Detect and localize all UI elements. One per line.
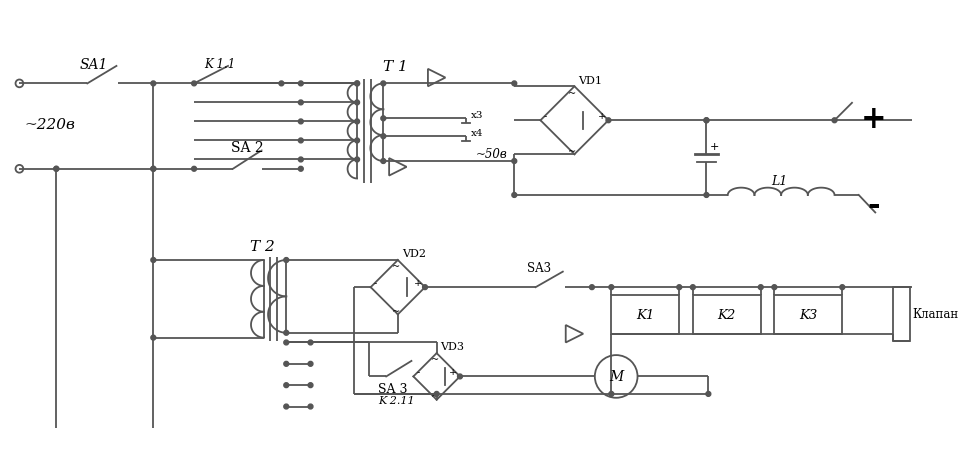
Circle shape [299, 120, 303, 125]
Circle shape [284, 362, 289, 366]
Circle shape [284, 258, 289, 263]
Circle shape [512, 159, 516, 164]
Circle shape [354, 82, 360, 86]
Circle shape [690, 285, 695, 290]
Text: ~50в: ~50в [475, 148, 507, 161]
Text: ~220в: ~220в [24, 118, 75, 132]
Circle shape [606, 119, 611, 123]
Circle shape [192, 82, 197, 86]
Circle shape [677, 285, 682, 290]
Circle shape [299, 158, 303, 162]
Text: SA1: SA1 [80, 58, 108, 72]
Circle shape [381, 116, 386, 121]
Circle shape [151, 335, 156, 340]
Circle shape [308, 404, 313, 409]
Circle shape [299, 101, 303, 106]
Circle shape [299, 139, 303, 144]
Text: -: - [417, 367, 420, 376]
Circle shape [279, 82, 284, 86]
Circle shape [772, 285, 777, 290]
Circle shape [422, 285, 427, 290]
Circle shape [704, 119, 708, 123]
Circle shape [308, 340, 313, 345]
Circle shape [151, 258, 156, 263]
Circle shape [354, 82, 360, 86]
Text: VD2: VD2 [401, 248, 425, 258]
Circle shape [589, 285, 594, 290]
Text: SA 2: SA 2 [231, 141, 264, 155]
Text: -: - [373, 278, 377, 287]
Circle shape [299, 82, 303, 86]
Circle shape [299, 167, 303, 172]
Circle shape [458, 374, 463, 379]
Text: Клапан: Клапан [912, 308, 958, 321]
Circle shape [609, 285, 613, 290]
Text: ~: ~ [431, 391, 439, 400]
Circle shape [832, 119, 837, 123]
Circle shape [54, 167, 59, 172]
Text: -: - [867, 190, 879, 221]
Text: +: + [449, 367, 457, 376]
Text: T 2: T 2 [251, 240, 276, 254]
Circle shape [434, 392, 439, 396]
Bar [612, 295, 680, 334]
Text: L1: L1 [772, 175, 788, 187]
Bar [775, 295, 842, 334]
Text: +: + [414, 278, 422, 287]
Bar [693, 295, 760, 334]
Circle shape [354, 158, 360, 162]
Circle shape [381, 159, 386, 164]
Text: x3: x3 [470, 111, 483, 120]
Circle shape [704, 193, 708, 198]
Text: +: + [860, 104, 886, 135]
Circle shape [381, 134, 386, 139]
Text: ~: ~ [392, 306, 400, 315]
Circle shape [840, 285, 845, 290]
Text: x4: x4 [470, 128, 483, 137]
Text: ~: ~ [568, 88, 577, 97]
Circle shape [308, 383, 313, 388]
Circle shape [192, 167, 197, 172]
Circle shape [354, 120, 360, 125]
Text: K3: K3 [799, 308, 817, 321]
Text: SA 3: SA 3 [378, 382, 408, 395]
Text: ~: ~ [568, 147, 577, 156]
Text: K1: K1 [636, 308, 655, 321]
Text: ~: ~ [392, 262, 400, 271]
Circle shape [512, 82, 516, 86]
Text: VD3: VD3 [441, 342, 465, 352]
Circle shape [284, 331, 289, 335]
Circle shape [704, 119, 708, 123]
Circle shape [284, 340, 289, 345]
Circle shape [512, 193, 516, 198]
Circle shape [54, 167, 59, 172]
Text: K 2.11: K 2.11 [378, 395, 415, 405]
Text: SA3: SA3 [527, 262, 551, 275]
Text: K 1.1: K 1.1 [204, 58, 235, 71]
Circle shape [284, 404, 289, 409]
Circle shape [381, 82, 386, 86]
Text: -: - [543, 111, 547, 121]
Circle shape [354, 139, 360, 144]
Text: +: + [709, 142, 719, 152]
Bar [893, 288, 910, 341]
Text: ~: ~ [431, 355, 439, 364]
Text: +: + [597, 111, 606, 121]
Text: VD1: VD1 [578, 76, 602, 86]
Circle shape [151, 167, 156, 172]
Text: T 1: T 1 [383, 60, 408, 74]
Text: M: M [609, 369, 623, 384]
Circle shape [284, 383, 289, 388]
Circle shape [151, 167, 156, 172]
Circle shape [354, 101, 360, 106]
Circle shape [758, 285, 763, 290]
Circle shape [151, 82, 156, 86]
Circle shape [308, 362, 313, 366]
Text: K2: K2 [718, 308, 736, 321]
Circle shape [706, 392, 710, 396]
Circle shape [609, 392, 613, 396]
